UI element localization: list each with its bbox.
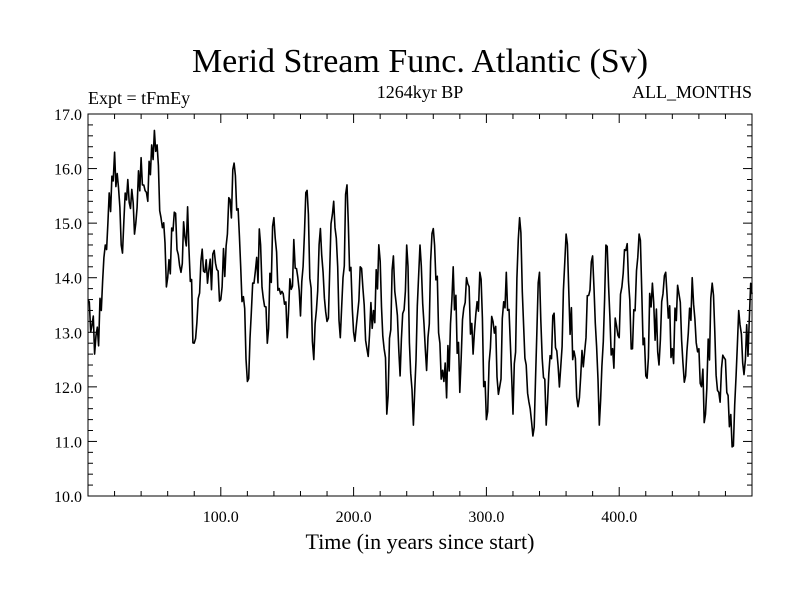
y-tick-label: 12.0 [54,380,82,397]
x-tick-labels: 100.0 200.0 300.0 400.0 [203,509,637,526]
y-tick-labels: 10.0 11.0 12.0 13.0 14.0 15.0 16.0 17.0 [54,107,82,506]
y-tick-label: 16.0 [54,162,82,179]
x-tick-label: 100.0 [203,509,239,526]
x-axis-label: Time (in years since start) [306,529,535,554]
x-tick-label: 400.0 [601,509,637,526]
y-tick-label: 17.0 [54,107,82,124]
y-tick-label: 11.0 [55,434,82,451]
plot-frame [87,113,753,497]
y-tick-label: 15.0 [54,216,82,233]
experiment-label: Expt = tFmEy [88,88,190,108]
series-line [87,129,753,448]
months-label: ALL_MONTHS [632,82,752,102]
period-label: 1264kyr BP [377,82,464,102]
y-tick-label: 10.0 [54,489,82,506]
y-tick-label: 13.0 [54,325,82,342]
y-tick-label: 14.0 [54,271,82,288]
chart-title: Merid Stream Func. Atlantic (Sv) [192,43,648,80]
x-tick-label: 300.0 [468,509,504,526]
x-tick-label: 200.0 [336,509,372,526]
axis-ticks [88,113,752,497]
